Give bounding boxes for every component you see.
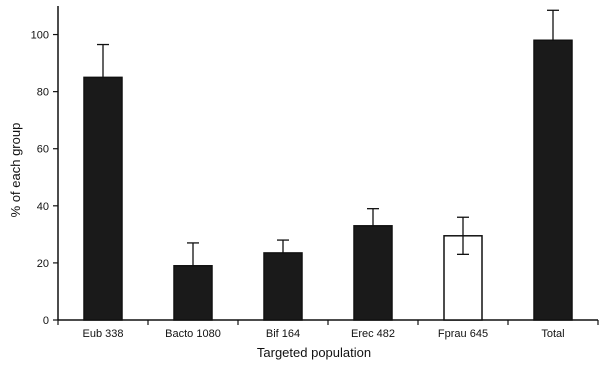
bar [263,252,303,321]
y-tick-label: 100 [31,30,49,42]
error-bars [97,9,559,266]
x-axis: Eub 338 Bacto 1080 Bif 164 Erec 482 Fprau 64… [57,319,599,340]
bar [353,225,393,321]
y-tick-label: 0 [43,315,49,327]
x-tick-label: Erec 482 [351,328,395,340]
bar [533,39,573,321]
bar [83,76,123,321]
y-axis-title: % of each group [8,123,23,218]
bar [173,265,213,321]
y-tick-label: 60 [37,144,49,156]
x-tick-label: Bacto 1080 [165,328,221,340]
y-axis: 0 20 40 60 80 100 [31,6,59,327]
bars [83,39,573,321]
x-tick-label: Bif 164 [266,328,300,340]
x-axis-title: Targeted population [257,345,371,360]
y-tick-label: 20 [37,258,49,270]
x-tick-label: Total [541,328,564,340]
x-tick-label: Eub 338 [83,328,124,340]
x-tick-label: Fprau 645 [438,328,488,340]
y-tick-label: 40 [37,201,49,213]
y-tick-label: 80 [37,87,49,99]
